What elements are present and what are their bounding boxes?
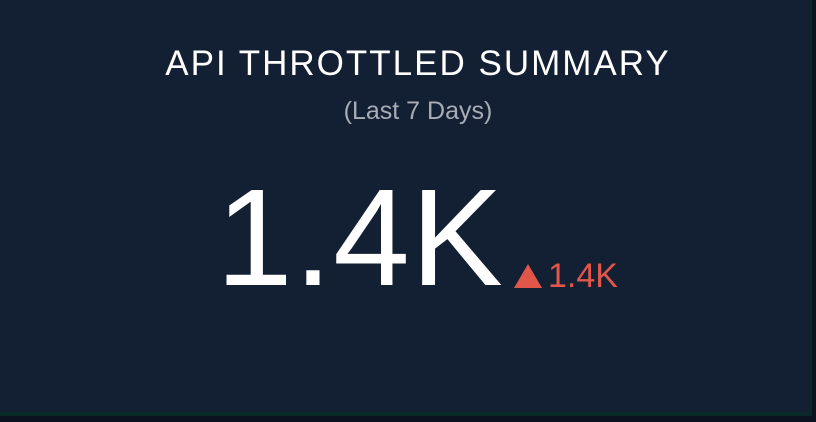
panel-subtitle: (Last 7 Days) [343,97,493,125]
panel-title: API THROTTLED SUMMARY [165,44,671,83]
stat-delta-value: 1.4K [548,257,618,295]
stat-delta: 1.4K [512,256,618,296]
stat-value: 1.4K [216,161,504,315]
triangle-up-icon [512,262,544,290]
